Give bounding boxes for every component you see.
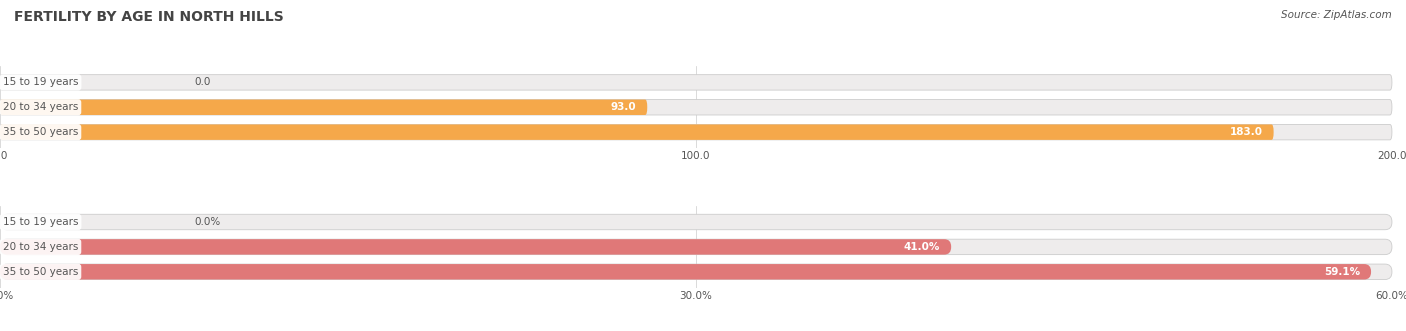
Text: 20 to 34 years: 20 to 34 years	[3, 102, 79, 112]
FancyBboxPatch shape	[0, 264, 1392, 279]
Text: 15 to 19 years: 15 to 19 years	[3, 77, 79, 87]
FancyBboxPatch shape	[0, 239, 952, 255]
FancyBboxPatch shape	[0, 239, 1392, 255]
FancyBboxPatch shape	[0, 214, 1392, 230]
Text: 0.0%: 0.0%	[195, 217, 221, 227]
FancyBboxPatch shape	[0, 124, 1274, 140]
Text: 20 to 34 years: 20 to 34 years	[3, 242, 79, 252]
Text: FERTILITY BY AGE IN NORTH HILLS: FERTILITY BY AGE IN NORTH HILLS	[14, 10, 284, 24]
Text: 35 to 50 years: 35 to 50 years	[3, 267, 79, 277]
Text: 15 to 19 years: 15 to 19 years	[3, 217, 79, 227]
FancyBboxPatch shape	[0, 100, 647, 115]
FancyBboxPatch shape	[0, 75, 1392, 90]
Text: 183.0: 183.0	[1229, 127, 1263, 137]
FancyBboxPatch shape	[0, 124, 1392, 140]
Text: 59.1%: 59.1%	[1324, 267, 1360, 277]
Text: 35 to 50 years: 35 to 50 years	[3, 127, 79, 137]
Text: Source: ZipAtlas.com: Source: ZipAtlas.com	[1281, 10, 1392, 20]
Text: 41.0%: 41.0%	[904, 242, 941, 252]
FancyBboxPatch shape	[0, 100, 1392, 115]
Text: 0.0: 0.0	[195, 77, 211, 87]
Text: 93.0: 93.0	[610, 102, 636, 112]
FancyBboxPatch shape	[0, 264, 1371, 279]
